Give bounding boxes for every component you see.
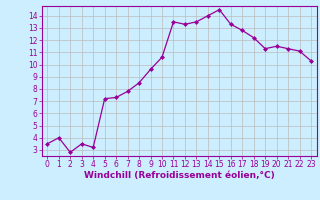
X-axis label: Windchill (Refroidissement éolien,°C): Windchill (Refroidissement éolien,°C) [84,171,275,180]
